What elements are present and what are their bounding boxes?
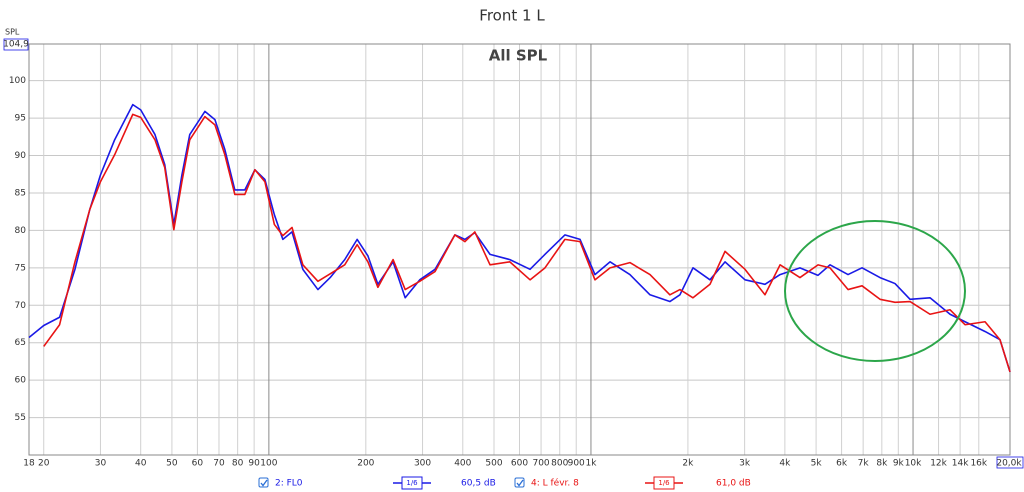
legend-smoothing: 1/6	[406, 479, 418, 487]
x-tick-label: 6k	[836, 459, 848, 469]
x-tick-label: 3k	[739, 459, 751, 469]
y-tick-label: 90	[15, 151, 27, 161]
x-tick-label: 14k	[952, 459, 969, 469]
y-tick-label: 85	[15, 188, 26, 198]
x-tick-label: 40	[135, 459, 147, 469]
x-tick-label: 700	[532, 459, 549, 469]
y-tick-label: 75	[15, 263, 26, 273]
legend-name: 4: L févr. 8	[531, 478, 579, 489]
y-tick-label: 55	[15, 413, 26, 423]
x-tick-label: 70	[213, 459, 225, 469]
y-tick-label: 95	[15, 114, 26, 124]
legend-level: 60,5 dB	[461, 479, 496, 489]
legend-checkbox[interactable]	[258, 477, 269, 488]
x-tick-label: 20,0k	[996, 459, 1022, 469]
x-tick-label: 400	[454, 459, 471, 469]
x-tick-label: 600	[511, 459, 528, 469]
x-tick-label: 500	[485, 459, 502, 469]
chart-title: Front 1 L	[479, 7, 545, 25]
legend-check	[516, 479, 524, 487]
legend: 2: FL0 1/6 60,5 dB 4: L févr. 8 1/6 61,0 dB	[258, 476, 751, 490]
x-tick-label: 900	[568, 459, 585, 469]
x-tick-label: 300	[414, 459, 431, 469]
legend-checkbox[interactable]	[514, 477, 525, 488]
x-tick-label: 4k	[779, 459, 791, 469]
x-tick-label: 60	[192, 459, 204, 469]
grid	[28, 44, 1010, 455]
y-tick-label: 60	[15, 376, 27, 386]
x-tick-label: 1k	[585, 459, 597, 469]
lines	[28, 103, 1011, 373]
chart-subtitle: All SPL	[489, 47, 548, 65]
x-tick-label: 2k	[682, 459, 694, 469]
legend-name: 2: FL0	[275, 479, 303, 489]
x-tick-label: 30	[95, 459, 107, 469]
legend-check	[260, 479, 268, 487]
x-tick-label: 100	[260, 459, 277, 469]
x-tick-label: 5k	[811, 459, 823, 469]
x-tick-label: 7k	[858, 459, 870, 469]
plot-frame	[28, 43, 1011, 456]
highlight-ellipse	[784, 220, 966, 362]
axis-end-box	[3, 38, 29, 51]
y-tick-label: 65	[15, 338, 26, 348]
axis-end-box	[996, 456, 1024, 469]
x-tick-label: 10k	[905, 459, 922, 469]
legend-smoothing-box[interactable]	[401, 476, 423, 490]
y-tick-label: 104,9	[3, 40, 29, 50]
x-tick-label: 16k	[970, 459, 987, 469]
y-tick-label: 70	[15, 301, 27, 311]
x-tick-label: 200	[357, 459, 374, 469]
x-tick-label: 90	[248, 459, 260, 469]
x-tick-label: 50	[166, 459, 178, 469]
legend-smoothing-box[interactable]	[653, 476, 675, 490]
legend-level: 61,0 dB	[716, 479, 751, 489]
x-tick-label: 20	[38, 459, 50, 469]
y-tick-label: 100	[9, 76, 26, 86]
x-tick-label: 12k	[930, 459, 947, 469]
x-tick-label: 8k	[876, 459, 888, 469]
y-axis-label: SPL	[5, 28, 20, 37]
legend-smoothing: 1/6	[658, 479, 670, 487]
x-tick-label: 800	[551, 459, 568, 469]
y-tick-label: 80	[15, 226, 27, 236]
x-tick-label: 18	[23, 459, 35, 469]
x-tick-label: 9k	[893, 459, 905, 469]
x-tick-label: 80	[232, 459, 244, 469]
series-line	[43, 113, 1011, 373]
